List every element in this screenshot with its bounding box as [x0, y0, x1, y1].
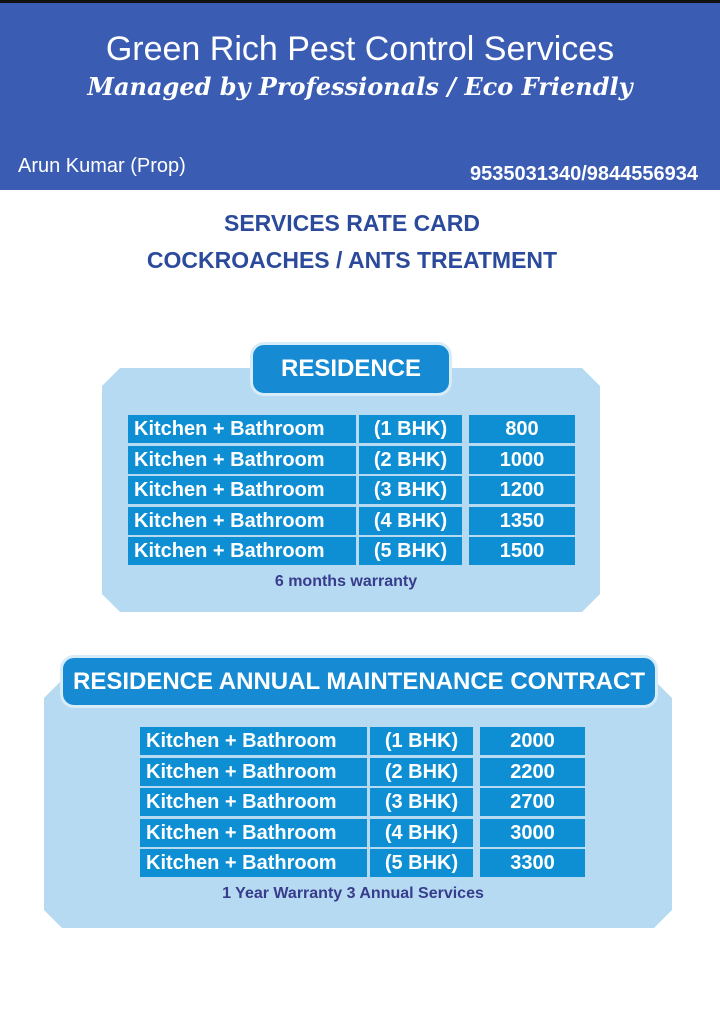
table-cell: (1 BHK) — [370, 727, 473, 755]
table-cell: 2000 — [480, 727, 585, 755]
table-cell: (5 BHK) — [359, 537, 462, 566]
table-cell: 3300 — [480, 849, 585, 878]
table-cell: (1 BHK) — [359, 415, 462, 443]
section-note: 6 months warranty — [274, 573, 418, 590]
table-cell: Kitchen + Bathroom — [140, 849, 367, 878]
table-cell: 1200 — [469, 476, 575, 505]
table-cell: (4 BHK) — [359, 506, 462, 535]
table-cell: Kitchen + Bathroom — [140, 757, 367, 786]
table-cell: (4 BHK) — [370, 818, 473, 847]
header — [0, 0, 720, 190]
heading: SERVICES RATE CARD — [223, 210, 481, 236]
table-cell: 800 — [469, 415, 575, 443]
table-cell: Kitchen + Bathroom — [140, 788, 367, 817]
table-cell: (3 BHK) — [370, 788, 473, 817]
section-note: 1 Year Warranty 3 Annual Services — [222, 885, 484, 902]
table-cell: 1000 — [469, 445, 575, 474]
proprietor: Arun Kumar (Prop) — [18, 155, 186, 177]
table-cell: (5 BHK) — [370, 849, 473, 878]
table-cell: 2200 — [480, 757, 585, 786]
table-cell: Kitchen + Bathroom — [128, 506, 356, 535]
tagline: Managed by Professionals / Eco Friendly — [87, 72, 633, 101]
table-cell: (2 BHK) — [370, 757, 473, 786]
table-cell: Kitchen + Bathroom — [128, 445, 356, 474]
company-name: Green Rich Pest Control Services — [105, 30, 615, 68]
phone: 9535031340/9844556934 — [469, 163, 698, 185]
table-cell: Kitchen + Bathroom — [128, 537, 356, 566]
section-title: RESIDENCE — [250, 342, 452, 396]
heading: COCKROACHES / ANTS TREATMENT — [146, 247, 558, 273]
table-cell: (3 BHK) — [359, 476, 462, 505]
table-cell: Kitchen + Bathroom — [128, 415, 356, 443]
table-cell: Kitchen + Bathroom — [140, 727, 367, 755]
table-cell: (2 BHK) — [359, 445, 462, 474]
section-title: RESIDENCE ANNUAL MAINTENANCE CONTRACT — [60, 655, 658, 708]
table-cell: 1500 — [469, 537, 575, 566]
table-cell: 1350 — [469, 506, 575, 535]
table-cell: Kitchen + Bathroom — [128, 476, 356, 505]
table-cell: Kitchen + Bathroom — [140, 818, 367, 847]
table-cell: 3000 — [480, 818, 585, 847]
table-cell: 2700 — [480, 788, 585, 817]
